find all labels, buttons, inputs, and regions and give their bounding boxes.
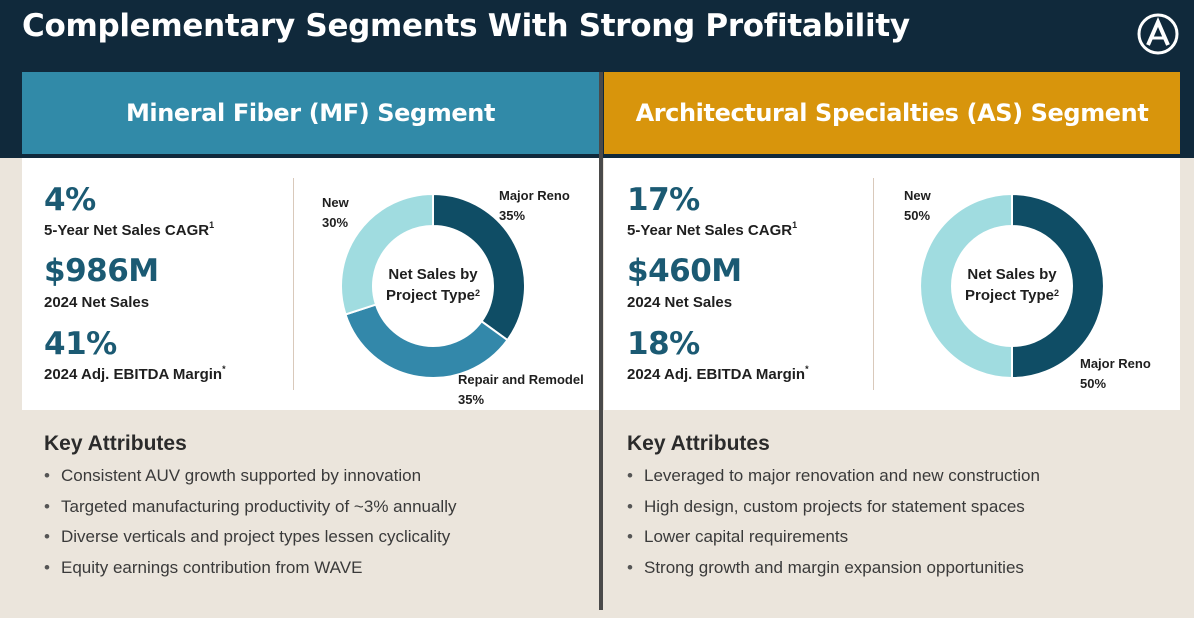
mf-slice-new [340,193,434,316]
mf-net-sales-value: $986M [44,253,159,289]
as-cagr-value: 17% [627,182,700,218]
as-major-reno-label: Major Reno 50% [1080,356,1151,391]
as-donut-chart [919,193,1105,379]
mf-major-reno-label: Major Reno 35% [499,188,570,223]
circle-a-logo-icon [1136,12,1180,56]
mf-slice-repair-and-remodel [344,303,509,379]
mf-repair-remodel-label: Repair and Remodel 35% [458,372,584,407]
as-slice-new [919,193,1013,379]
list-item: • Equity earnings contribution from WAVE [44,557,363,577]
list-item: • Diverse verticals and project types les… [44,527,451,546]
list-item: • Lower capital requirements [627,527,849,546]
as-key-attributes-title: Key Attributes [627,432,770,455]
page-title: Complementary Segments With Strong Profi… [22,8,910,44]
as-cagr-label: 5-Year Net Sales CAGR1 [627,220,798,239]
mf-key-attributes-title: Key Attributes [44,432,187,455]
as-slice-major-reno [1011,193,1105,379]
as-header-rule [604,154,1180,158]
list-item: • Targeted manufacturing productivity of … [44,496,457,516]
as-metrics-separator [873,178,874,390]
as-net-sales-label: 2024 Net Sales [627,294,733,311]
list-item: • Strong growth and margin expansion oppo… [627,557,1024,577]
mf-key-attributes-list: • Consistent AUV growth supported by inno… [44,466,456,588]
list-item: • High design, custom projects for statem… [627,496,1025,516]
as-segment-header: Architectural Specialties (AS) Segment [604,72,1180,154]
mf-cagr-label: 5-Year Net Sales CAGR1 [44,220,215,239]
mf-net-sales-label: 2024 Net Sales [44,294,150,311]
segment-divider [599,72,603,610]
as-ebitda-value: 18% [627,326,700,362]
mf-ebitda-value: 41% [44,326,117,362]
mf-donut-chart [340,193,526,379]
as-ebitda-label: 2024 Adj. EBITDA Margin* [627,364,809,383]
mf-metrics-separator [293,178,294,390]
mf-new-label: New 30% [322,195,349,230]
as-donut-center-label: Net Sales by Project Type2 [965,266,1059,304]
mf-header-rule [22,154,599,158]
list-item: • Leveraged to major renovation and new c… [627,466,1040,485]
list-item: • Consistent AUV growth supported by inno… [44,466,422,485]
mf-ebitda-label: 2024 Adj. EBITDA Margin* [44,364,226,383]
as-net-sales-value: $460M [627,253,742,289]
mf-cagr-value: 4% [44,182,96,218]
as-new-label: New 50% [904,188,931,223]
mf-slice-major-reno [432,193,526,342]
mf-donut-center-label: Net Sales by Project Type2 [386,266,480,304]
mf-segment-header: Mineral Fiber (MF) Segment [22,72,599,154]
as-key-attributes-list: • Leveraged to major renovation and new c… [627,466,1040,588]
